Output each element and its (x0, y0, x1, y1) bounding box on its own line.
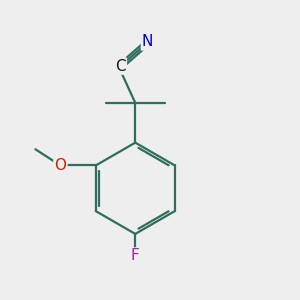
Text: F: F (131, 248, 140, 263)
Text: O: O (54, 158, 66, 173)
Text: C: C (115, 58, 126, 74)
Text: N: N (142, 34, 153, 50)
